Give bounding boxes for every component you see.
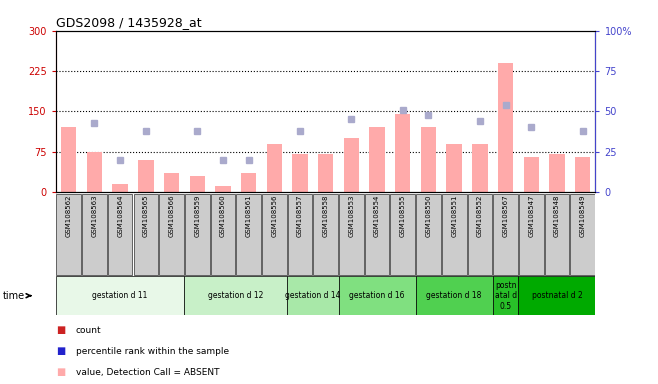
Bar xyxy=(416,276,493,315)
Bar xyxy=(190,176,205,192)
Bar xyxy=(287,276,339,315)
Bar xyxy=(545,194,569,275)
Text: GSM108566: GSM108566 xyxy=(168,195,174,237)
Bar xyxy=(472,144,488,192)
Text: gestation d 12: gestation d 12 xyxy=(208,291,263,300)
Bar xyxy=(138,160,153,192)
Bar xyxy=(87,152,102,192)
Text: GSM108565: GSM108565 xyxy=(143,195,149,237)
Bar xyxy=(262,194,287,275)
Text: value, Detection Call = ABSENT: value, Detection Call = ABSENT xyxy=(76,368,219,377)
Text: GSM108553: GSM108553 xyxy=(348,195,355,237)
Text: time: time xyxy=(3,291,31,301)
Bar xyxy=(185,194,210,275)
Bar xyxy=(313,194,338,275)
Text: postn
atal d
0.5: postn atal d 0.5 xyxy=(495,281,517,311)
Bar xyxy=(215,185,231,192)
Bar xyxy=(494,194,518,275)
Text: GSM108563: GSM108563 xyxy=(91,195,97,237)
Bar xyxy=(519,276,595,315)
Text: GSM108556: GSM108556 xyxy=(271,195,277,237)
Bar xyxy=(318,154,334,192)
Text: GSM108547: GSM108547 xyxy=(528,195,534,237)
Text: gestation d 11: gestation d 11 xyxy=(93,291,148,300)
Bar xyxy=(236,194,261,275)
Text: GSM108559: GSM108559 xyxy=(194,195,200,237)
Bar xyxy=(288,194,313,275)
Bar xyxy=(369,127,385,192)
Bar xyxy=(57,194,81,275)
Text: GSM108561: GSM108561 xyxy=(245,195,251,237)
Bar xyxy=(159,194,184,275)
Bar xyxy=(390,194,415,275)
Bar xyxy=(395,114,411,192)
Bar xyxy=(108,194,132,275)
Bar xyxy=(420,127,436,192)
Bar xyxy=(549,154,565,192)
Bar xyxy=(339,276,416,315)
Bar xyxy=(61,127,76,192)
Text: ■: ■ xyxy=(56,367,65,377)
Text: GSM108560: GSM108560 xyxy=(220,195,226,237)
Text: gestation d 14: gestation d 14 xyxy=(285,291,341,300)
Text: percentile rank within the sample: percentile rank within the sample xyxy=(76,347,229,356)
Text: count: count xyxy=(76,326,101,335)
Bar xyxy=(113,184,128,192)
Bar xyxy=(493,276,519,315)
Bar xyxy=(241,173,257,192)
Text: ■: ■ xyxy=(56,346,65,356)
Bar xyxy=(519,194,544,275)
Bar xyxy=(134,194,158,275)
Text: GDS2098 / 1435928_at: GDS2098 / 1435928_at xyxy=(56,16,201,29)
Text: GSM108557: GSM108557 xyxy=(297,195,303,237)
Bar xyxy=(447,144,462,192)
Text: GSM108558: GSM108558 xyxy=(322,195,329,237)
Text: GSM108552: GSM108552 xyxy=(477,195,483,237)
Bar xyxy=(292,154,308,192)
Text: ■: ■ xyxy=(56,325,65,335)
Bar xyxy=(468,194,492,275)
Bar xyxy=(184,276,287,315)
Bar xyxy=(524,157,539,192)
Bar xyxy=(339,194,364,275)
Bar xyxy=(416,194,441,275)
Text: GSM108562: GSM108562 xyxy=(66,195,72,237)
Text: GSM108567: GSM108567 xyxy=(503,195,509,237)
Bar xyxy=(498,63,513,192)
Bar xyxy=(365,194,390,275)
Bar xyxy=(266,144,282,192)
Text: gestation d 18: gestation d 18 xyxy=(426,291,482,300)
Text: GSM108564: GSM108564 xyxy=(117,195,123,237)
Text: GSM108554: GSM108554 xyxy=(374,195,380,237)
Text: GSM108551: GSM108551 xyxy=(451,195,457,237)
Bar xyxy=(343,138,359,192)
Text: GSM108550: GSM108550 xyxy=(426,195,432,237)
Bar xyxy=(56,276,184,315)
Bar xyxy=(211,194,236,275)
Bar xyxy=(575,157,590,192)
Bar xyxy=(442,194,467,275)
Bar xyxy=(164,173,179,192)
Text: GSM108549: GSM108549 xyxy=(580,195,586,237)
Text: postnatal d 2: postnatal d 2 xyxy=(532,291,582,300)
Text: GSM108555: GSM108555 xyxy=(400,195,406,237)
Text: GSM108548: GSM108548 xyxy=(554,195,560,237)
Bar xyxy=(82,194,107,275)
Bar xyxy=(570,194,595,275)
Text: gestation d 16: gestation d 16 xyxy=(349,291,405,300)
